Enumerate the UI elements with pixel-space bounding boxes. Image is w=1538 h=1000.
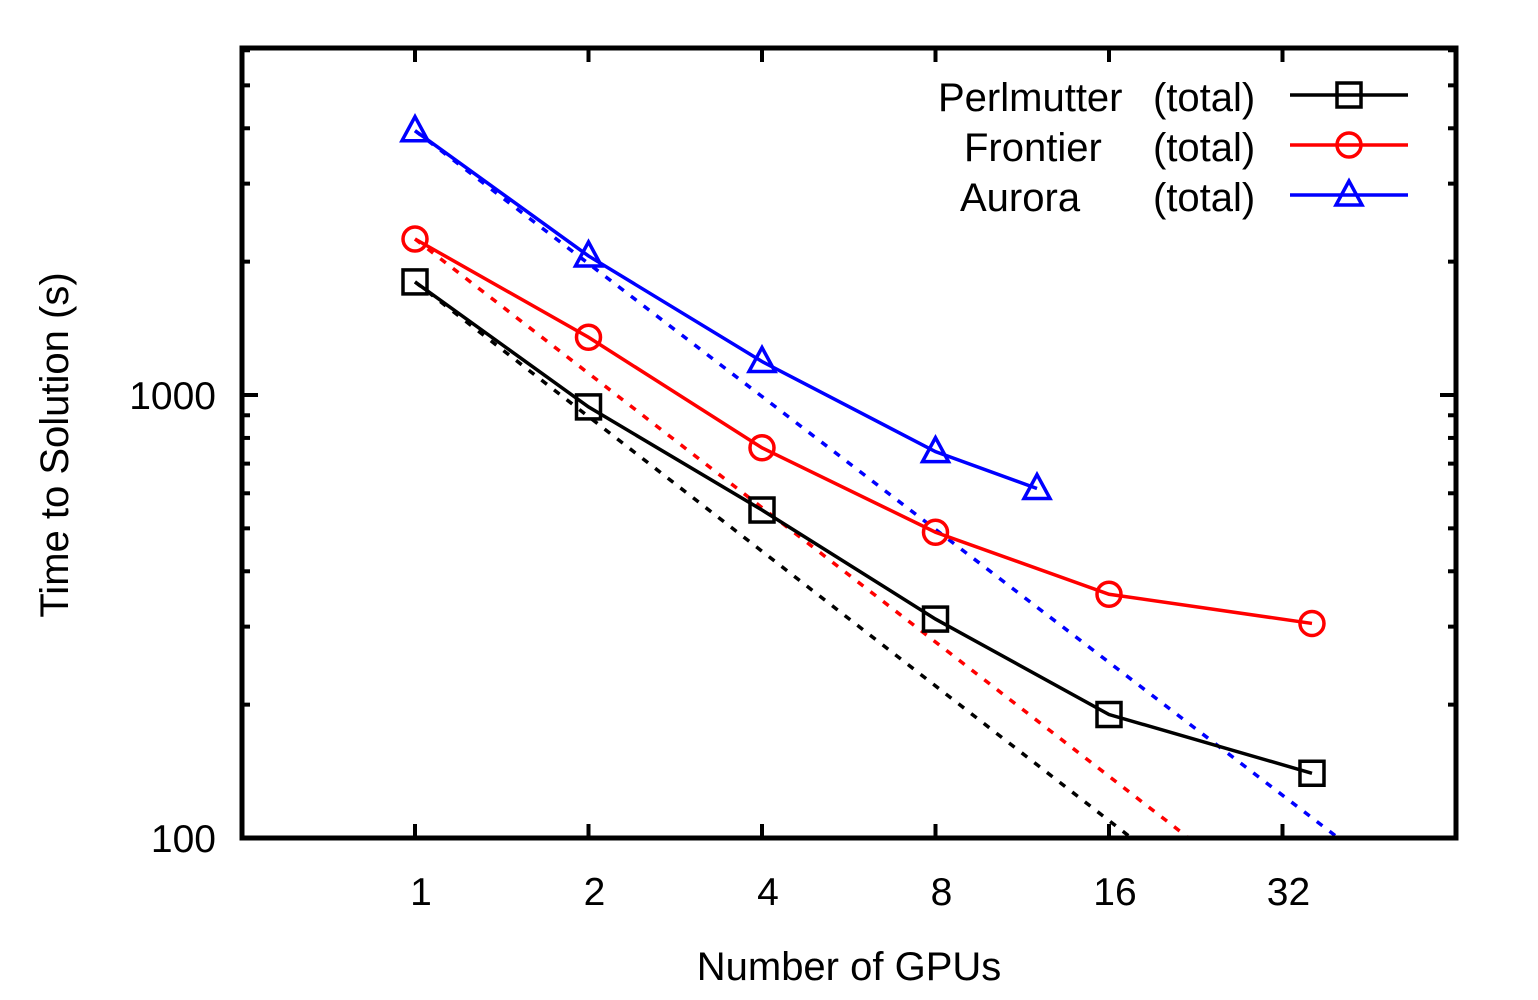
legend-series-suffix: (total)	[1153, 176, 1255, 220]
x-tick-label: 4	[757, 871, 779, 914]
series-line	[413, 129, 1038, 491]
data-point	[1095, 700, 1123, 729]
data-point	[401, 268, 429, 296]
legend-series-suffix: (total)	[1153, 76, 1255, 120]
data-point	[399, 113, 431, 143]
series-line	[413, 280, 1313, 775]
x-tick-label: 1	[410, 871, 432, 914]
x-axis-title: Number of GPUs	[697, 945, 1002, 989]
axis-ticks: 1 2 4 8 16 32 100 1000	[129, 48, 1456, 914]
y-tick-label: 100	[151, 818, 216, 861]
data-point	[1095, 580, 1123, 608]
legend-entry: Frontier (total)	[964, 126, 1408, 170]
data-point	[748, 434, 776, 462]
data-point	[748, 496, 776, 524]
legend-entry: Aurora (total)	[960, 176, 1408, 220]
plot-frame	[239, 45, 1459, 841]
x-tick-label: 2	[584, 871, 606, 914]
legend-marker	[1333, 177, 1365, 207]
data-point	[574, 393, 603, 421]
x-tick-label: 16	[1093, 871, 1136, 914]
data-point	[921, 605, 950, 633]
plot-border	[239, 45, 1459, 841]
data-point	[572, 238, 605, 268]
ideal-scaling-line	[413, 280, 1133, 838]
x-tick-label: 8	[931, 871, 953, 914]
legend-series-name: Aurora	[960, 176, 1081, 220]
data-point	[919, 433, 952, 464]
legend-marker	[1335, 81, 1363, 109]
data-point	[401, 225, 429, 253]
data-point	[1298, 609, 1326, 638]
data-point	[1298, 759, 1326, 788]
legend-series-name: Frontier	[964, 126, 1102, 170]
x-tick-label: 32	[1267, 871, 1310, 914]
legend-series-suffix: (total)	[1153, 126, 1255, 170]
y-tick-label: 1000	[129, 375, 216, 418]
series-triangle	[399, 113, 1053, 501]
legend-series-name: Perlmutter	[938, 76, 1123, 120]
data-point	[921, 518, 950, 546]
data-point	[1021, 470, 1053, 501]
data-point	[746, 343, 778, 374]
series-line	[414, 237, 1313, 626]
legend-entry: Perlmutter (total)	[938, 76, 1408, 120]
ideal-scaling-line	[413, 237, 1190, 838]
y-axis-title: Time to Solution (s)	[33, 272, 77, 617]
legend-marker	[1335, 131, 1363, 159]
ideal-scaling-layer	[413, 129, 1340, 838]
legend: Perlmutter (total) Frontier (total) Aurora (t…	[938, 76, 1408, 220]
series-square	[401, 268, 1326, 788]
series-layer	[399, 113, 1326, 788]
data-point	[574, 323, 603, 352]
series-circle	[401, 225, 1326, 638]
ideal-scaling-line	[413, 129, 1340, 838]
